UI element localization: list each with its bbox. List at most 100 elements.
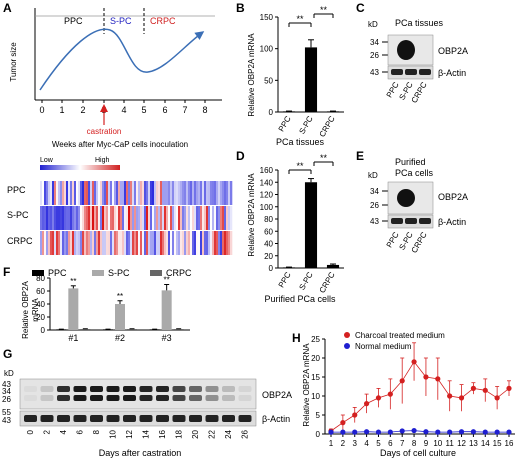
- heatmap-cell: [152, 206, 155, 230]
- heatmap-cell: [148, 206, 151, 230]
- panel-h-point: [435, 429, 441, 435]
- panel-h-x-tick-label: 10: [433, 439, 442, 448]
- heatmap-cell: [40, 231, 43, 255]
- panel-h-legend-marker: [344, 332, 350, 338]
- heatmap-cell: [60, 181, 63, 205]
- heatmap-cell: [142, 231, 145, 255]
- panel-a-x-tick-label: 2: [80, 105, 85, 115]
- panel-b-bar: [304, 47, 318, 112]
- heatmap-cell: [216, 206, 219, 230]
- heatmap-cell: [144, 206, 147, 230]
- heatmap-cell: [140, 206, 143, 230]
- heatmap-cell: [176, 206, 179, 230]
- panel-a-ylabel: Tumor size: [9, 42, 18, 82]
- panel-g-lane-label: 8: [92, 429, 101, 434]
- heatmap-cell: [98, 206, 101, 230]
- panel-f-category-label: #1: [68, 333, 78, 343]
- panel-g-lane-label: 6: [76, 429, 85, 434]
- panel-g-blot-actin: [19, 410, 257, 427]
- panel-g-obp2a-band: [123, 395, 136, 401]
- panel-g-actin-band: [222, 415, 235, 422]
- heatmap-cell: [122, 231, 125, 255]
- panel-h-x-tick-label: 3: [353, 439, 358, 448]
- panel-h-point: [470, 429, 476, 435]
- phase-label-ppc: PPC: [64, 16, 83, 26]
- heatmap-cell: [134, 181, 137, 205]
- panel-h-x-tick-label: 6: [388, 439, 393, 448]
- heatmap-cell: [180, 181, 183, 205]
- panel-a-x-tick-label: 0: [39, 105, 44, 115]
- heatmap-cell: [182, 181, 185, 205]
- panel-e-marker-43: 43: [370, 217, 379, 226]
- panel-h-point: [458, 395, 465, 401]
- panel-h-xlabel: Days of cell culture: [380, 448, 456, 458]
- panel-g-marker-43b: 43: [2, 416, 11, 425]
- panel-d-y-tick-label: 40: [264, 240, 273, 249]
- panel-h-x-tick-label: 8: [412, 439, 417, 448]
- panel-c-marker-34: 34: [370, 38, 379, 47]
- panel-d-ylabel: Relative OBP2A mRNA: [247, 173, 256, 257]
- heatmap-cell: [132, 206, 135, 230]
- panel-f-category-label: #3: [162, 333, 172, 343]
- heatmap-cell: [210, 231, 213, 255]
- panel-d-bar: [282, 267, 296, 268]
- phase-label-crpc: CRPC: [150, 16, 176, 26]
- heatmap-cell: [178, 181, 181, 205]
- heatmap-cell: [222, 231, 225, 255]
- heatmap-cell: [118, 181, 121, 205]
- heatmap-cell: [210, 206, 213, 230]
- panel-g-marker-43a: 43: [2, 380, 11, 389]
- panel-a-x-tick-label: 6: [162, 105, 167, 115]
- panel-f-sig-label: **: [117, 292, 123, 301]
- heatmap-cell: [218, 231, 221, 255]
- heatmap-cell: [62, 206, 65, 230]
- panel-g-band-label-actin: β-Actin: [262, 414, 290, 424]
- heatmap-cell: [222, 206, 225, 230]
- heatmap-cell: [164, 206, 167, 230]
- heatmap-cell: [82, 206, 85, 230]
- heatmap-cell: [112, 181, 115, 205]
- panel-a-x-tick-label: 4: [121, 105, 126, 115]
- panel-g-obp2a-band: [156, 395, 169, 401]
- panel-f-bar: [80, 329, 91, 330]
- heatmap-cell: [134, 206, 137, 230]
- panel-g-actin-band: [106, 415, 120, 422]
- tumor-growth-curve: [39, 28, 205, 91]
- heatmap-cell: [126, 206, 129, 230]
- panel-h-ylabel: Relative OBP2A mRNA: [302, 343, 311, 427]
- heatmap-cell: [90, 206, 93, 230]
- heatmap-cell: [54, 231, 57, 255]
- heatmap-cell: [40, 181, 43, 205]
- heatmap-cell: [46, 181, 49, 205]
- panel-g-obp2a-band: [238, 395, 252, 401]
- heatmap-cell: [224, 231, 227, 255]
- panel-f-legend-label: S-PC: [108, 268, 130, 278]
- panel-h-legend-label: Charcoal treated medium: [355, 331, 445, 340]
- panel-g-actin-band: [40, 415, 54, 422]
- heatmap-cell: [166, 181, 169, 205]
- heatmap-cell: [88, 231, 91, 255]
- heatmap-cell: [166, 206, 169, 230]
- panel-g-lane-label: 22: [208, 429, 217, 438]
- panel-d-y-tick-label: 20: [264, 252, 273, 261]
- panel-d-category-label: S-PC: [297, 270, 314, 291]
- panel-h-x-tick-label: 1: [329, 439, 334, 448]
- panel-h-x-tick-label: 11: [446, 439, 455, 448]
- heatmap-cell: [110, 181, 113, 205]
- heatmap-cell: [100, 206, 103, 230]
- heatmap-cell: [116, 206, 119, 230]
- panel-h-point: [375, 395, 382, 401]
- heatmap-cell: [66, 181, 69, 205]
- heatmap-cell: [94, 206, 97, 230]
- heatmap-cell: [206, 231, 209, 255]
- panel-h-point: [340, 429, 346, 435]
- heatmap-cell: [148, 231, 151, 255]
- heatmap-row-label-crpc: CRPC: [7, 236, 33, 246]
- panel-c-band-spc: [397, 40, 415, 60]
- panel-f-y-tick-label: 60: [36, 287, 45, 296]
- panel-g-obp2a-band: [106, 395, 120, 401]
- heatmap-cell: [94, 181, 97, 205]
- panel-h-x-tick-label: 13: [469, 439, 478, 448]
- heatmap-cell: [168, 231, 171, 255]
